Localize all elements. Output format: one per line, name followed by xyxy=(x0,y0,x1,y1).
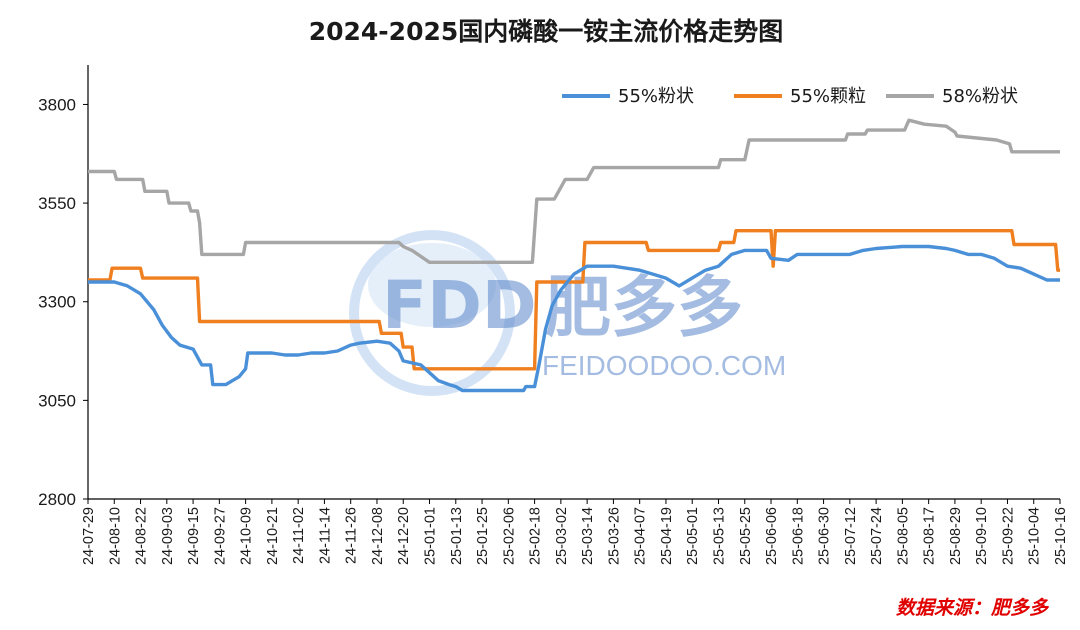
y-tick-label: 3050 xyxy=(38,391,76,410)
series-layer xyxy=(88,118,1060,393)
y-tick-label: 2800 xyxy=(38,490,76,509)
legend: 55%粉状 55%颗粒 58%粉状 xyxy=(562,86,1018,107)
x-tick-label: 24-09-15 xyxy=(186,507,202,565)
x-tick-label: 24-11-02 xyxy=(291,507,307,564)
x-tick-label: 24-12-20 xyxy=(396,507,412,565)
x-tick-label: 25-09-10 xyxy=(974,507,990,565)
watermark-logo-ring xyxy=(349,230,515,396)
x-tick-label: 24-09-27 xyxy=(212,507,228,565)
x-tick-label: 25-02-18 xyxy=(528,507,544,565)
x-tick-label: 25-03-02 xyxy=(554,507,570,565)
legend-label: 55%颗粒 xyxy=(790,86,866,107)
legend-label: 55%粉状 xyxy=(618,86,694,107)
x-tick-label: 25-05-25 xyxy=(738,507,754,565)
series-line-55%粉状 xyxy=(88,244,1060,393)
legend-label: 58%粉状 xyxy=(942,86,1018,107)
x-tick-label: 25-07-24 xyxy=(869,507,885,565)
series-line-55%颗粒 xyxy=(88,229,1060,371)
x-tick-label: 24-10-09 xyxy=(239,507,255,565)
x-tick-label: 25-03-14 xyxy=(580,507,596,565)
x-tick-label: 25-09-22 xyxy=(1000,507,1016,565)
x-tick-label: 25-06-18 xyxy=(790,507,806,565)
x-tick-label: 25-08-05 xyxy=(895,507,911,565)
y-tick-label: 3550 xyxy=(38,194,76,213)
x-tick-label: 25-10-04 xyxy=(1027,507,1043,565)
chart-title: 2024-2025国内磷酸一铵主流价格走势图 xyxy=(309,17,784,46)
x-tick-label: 24-11-26 xyxy=(344,507,360,564)
x-tick-label: 25-01-25 xyxy=(475,507,491,565)
x-tick-label: 24-08-22 xyxy=(134,507,150,565)
y-tick-label: 3800 xyxy=(38,95,76,114)
x-tick-label: 24-12-08 xyxy=(370,507,386,565)
x-tick-label: 24-08-10 xyxy=(107,507,123,565)
x-tick-label: 25-06-06 xyxy=(764,507,780,565)
x-tick-label: 25-08-29 xyxy=(948,507,964,565)
y-tick-label: 3300 xyxy=(38,293,76,312)
x-tick-label: 25-02-06 xyxy=(501,507,517,565)
x-tick-label: 25-04-19 xyxy=(659,507,675,565)
x-tick-label: 24-07-29 xyxy=(81,507,97,565)
x-tick-label: 25-07-12 xyxy=(843,507,859,565)
x-tick-label: 24-11-14 xyxy=(317,507,333,564)
watermark-logo-text: FDD xyxy=(382,267,537,344)
x-tick-label: 25-10-16 xyxy=(1053,507,1069,565)
x-tick-label: 24-09-03 xyxy=(160,507,176,565)
watermark-brand-en: FEIDOODOO.COM xyxy=(542,350,786,381)
x-tick-label: 25-03-26 xyxy=(606,507,622,565)
x-tick-label: 25-06-30 xyxy=(817,507,833,565)
x-tick-label: 24-10-21 xyxy=(265,507,281,565)
x-tick-label: 25-01-13 xyxy=(449,507,465,565)
x-tick-label: 25-08-17 xyxy=(922,507,938,565)
source-annotation: 数据来源：肥多多 xyxy=(896,597,1050,619)
x-tick-label: 25-05-01 xyxy=(685,507,701,565)
x-tick-label: 25-04-07 xyxy=(633,507,649,565)
series-line-58%粉状 xyxy=(88,118,1060,264)
x-tick-label: 25-05-13 xyxy=(711,507,727,565)
x-tick-label: 25-01-01 xyxy=(423,507,439,565)
